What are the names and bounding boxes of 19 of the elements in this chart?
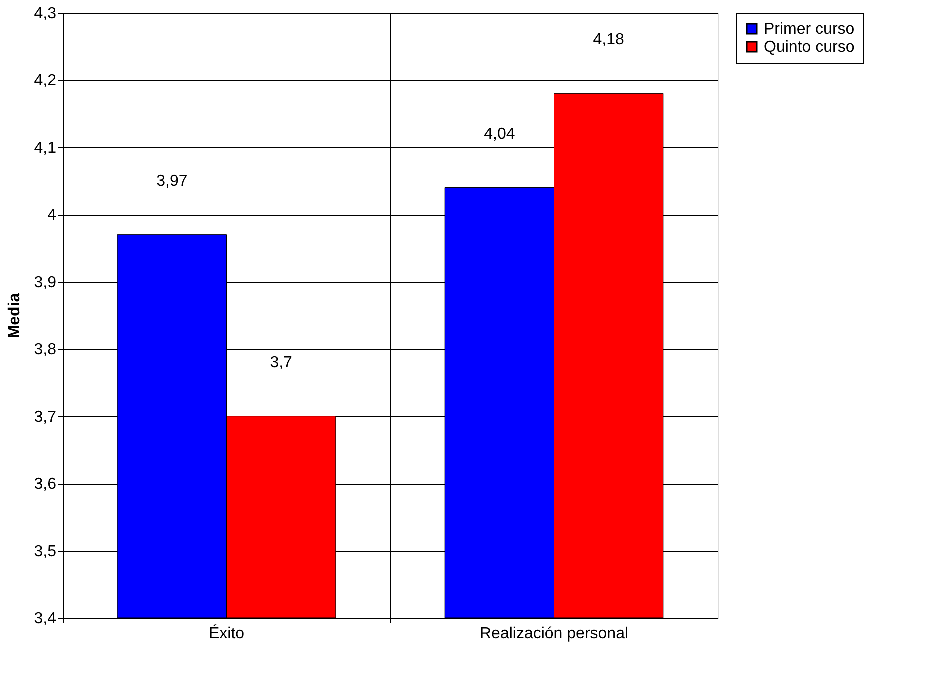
y-tick-label: 3,5 xyxy=(34,543,57,560)
y-tick-label: 4,2 xyxy=(34,72,57,90)
legend-label: Quinto curso xyxy=(764,39,855,56)
y-tick-label: 4,3 xyxy=(34,6,57,22)
data-label: 3,7 xyxy=(270,354,293,372)
y-axis-title: Media xyxy=(6,293,24,339)
y-tick-label: 3,7 xyxy=(34,408,57,426)
data-label: 3,97 xyxy=(156,172,188,190)
y-tick-label: 3,9 xyxy=(34,274,57,292)
y-tick-label: 3,4 xyxy=(34,610,57,628)
y-tick-label: 4 xyxy=(48,207,57,224)
y-tick-label: 3,6 xyxy=(34,476,57,494)
x-tick-label: Realización personal xyxy=(480,626,629,642)
x-tick-label: Éxito xyxy=(208,624,245,642)
legend-label: Primer curso xyxy=(764,21,855,38)
y-tick-label: 3,8 xyxy=(34,342,57,359)
y-tick-label: 4,1 xyxy=(34,140,57,157)
data-label: 4,18 xyxy=(593,32,625,49)
data-label: 4,04 xyxy=(484,126,516,143)
